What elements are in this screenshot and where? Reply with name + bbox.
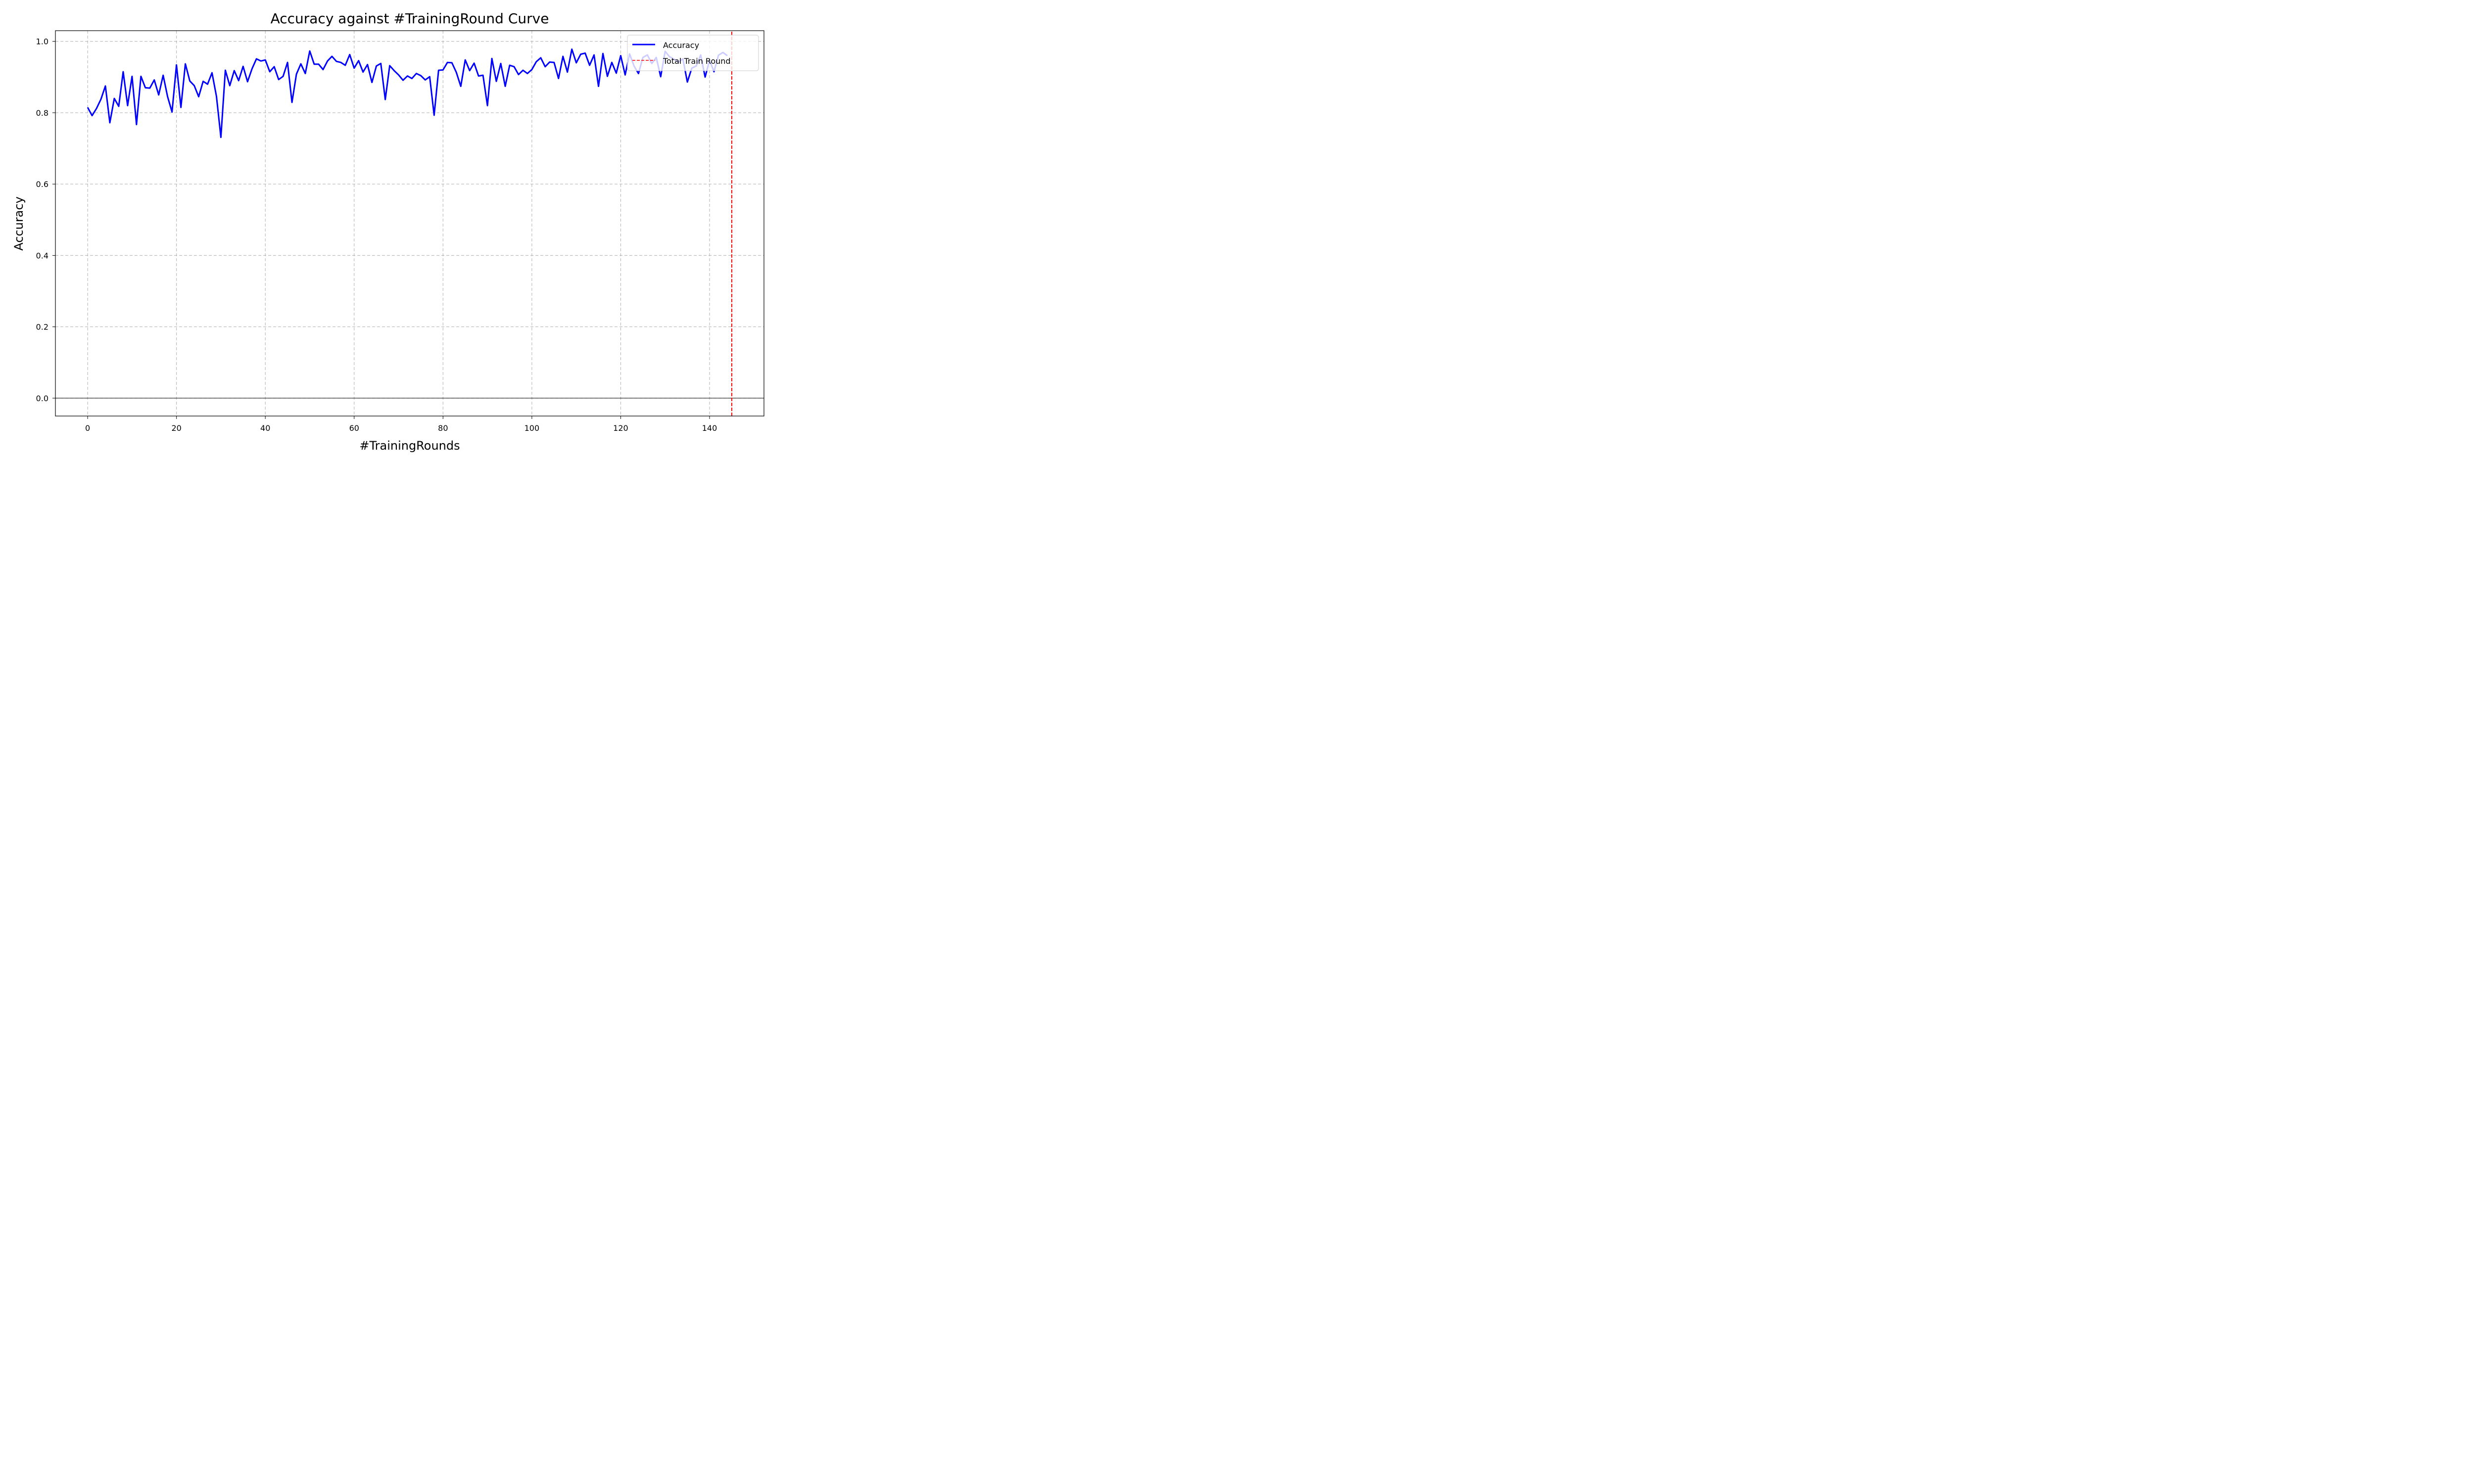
- y-tick-label: 0.2: [36, 323, 48, 332]
- legend-box: [627, 35, 759, 71]
- plot-frame: [55, 30, 764, 417]
- x-tick-label: 60: [349, 423, 359, 433]
- accuracy-line-chart: 0 20 40 60 80 100 120 140 0.0 0.2 0.4 0.6 0.8 1.0 Ac…: [12, 10, 764, 453]
- y-tick-label: 0.4: [36, 251, 48, 260]
- x-tick-label: 140: [702, 423, 717, 433]
- accuracy-series-line: [87, 48, 728, 139]
- x-tick-label: 100: [524, 423, 540, 433]
- x-tick-label: 80: [438, 423, 448, 433]
- x-tick-label: 20: [171, 423, 181, 433]
- y-tick-label: 0.8: [36, 108, 48, 118]
- legend: Accuracy Total Train Round: [627, 35, 759, 71]
- y-tick-label: 0.6: [36, 180, 48, 189]
- x-tick-label: 0: [85, 423, 90, 433]
- plot-background: [55, 31, 764, 416]
- x-tick-label: 120: [613, 423, 628, 433]
- chart-title: Accuracy against #TrainingRound Curve: [271, 10, 549, 27]
- y-axis-label: Accuracy: [12, 196, 26, 251]
- y-tick-label: 0.0: [36, 394, 48, 403]
- legend-total-train-round-label: Total Train Round: [663, 56, 731, 66]
- x-axis-ticks: 0 20 40 60 80 100 120 140: [85, 416, 717, 433]
- y-axis-ticks: 0.0 0.2 0.4 0.6 0.8 1.0: [36, 37, 55, 403]
- y-tick-label: 1.0: [36, 37, 48, 46]
- x-axis-label: #TrainingRounds: [359, 439, 460, 453]
- series-group: [87, 31, 732, 416]
- legend-accuracy-label: Accuracy: [663, 41, 699, 50]
- x-tick-label: 40: [260, 423, 270, 433]
